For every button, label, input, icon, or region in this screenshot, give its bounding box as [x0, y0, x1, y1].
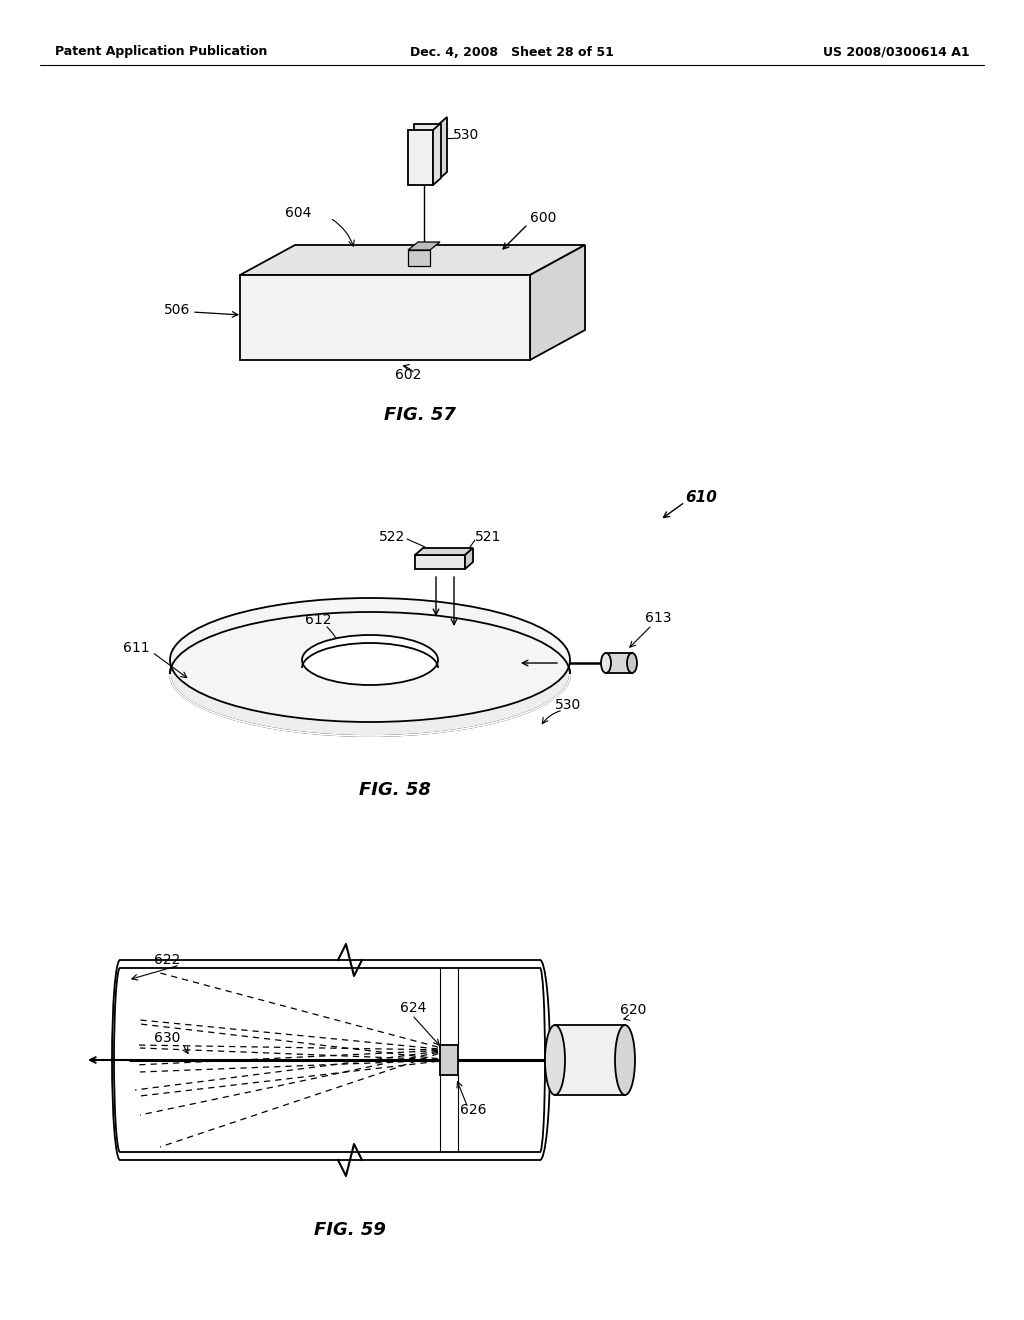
Text: 611: 611 — [123, 642, 150, 655]
Polygon shape — [433, 123, 441, 185]
Polygon shape — [408, 242, 440, 249]
Ellipse shape — [627, 653, 637, 673]
Text: 630: 630 — [154, 1031, 180, 1045]
Text: 626: 626 — [460, 1104, 486, 1117]
Polygon shape — [555, 1026, 625, 1096]
Text: 612: 612 — [305, 612, 332, 627]
Polygon shape — [606, 653, 632, 673]
Polygon shape — [415, 548, 473, 554]
Text: 530: 530 — [453, 128, 479, 143]
Text: 521: 521 — [475, 531, 502, 544]
Polygon shape — [465, 548, 473, 569]
Ellipse shape — [170, 598, 570, 722]
Polygon shape — [439, 117, 447, 180]
Text: 522: 522 — [379, 531, 406, 544]
Text: 602: 602 — [395, 368, 421, 381]
Ellipse shape — [170, 612, 570, 737]
Text: 622: 622 — [154, 953, 180, 968]
Polygon shape — [415, 554, 465, 569]
Polygon shape — [440, 1045, 458, 1074]
Polygon shape — [408, 129, 433, 185]
Polygon shape — [240, 246, 585, 275]
Text: 613: 613 — [645, 611, 672, 624]
Text: 600: 600 — [530, 211, 556, 224]
Text: FIG. 59: FIG. 59 — [314, 1221, 386, 1239]
Text: Patent Application Publication: Patent Application Publication — [55, 45, 267, 58]
Ellipse shape — [302, 635, 438, 685]
Text: 530: 530 — [555, 698, 582, 711]
Ellipse shape — [545, 1026, 565, 1096]
Text: 610: 610 — [685, 491, 717, 506]
Text: FIG. 58: FIG. 58 — [359, 781, 431, 799]
Text: FIG. 57: FIG. 57 — [384, 407, 456, 424]
Text: US 2008/0300614 A1: US 2008/0300614 A1 — [823, 45, 970, 58]
Polygon shape — [240, 275, 530, 360]
Text: 624: 624 — [400, 1001, 426, 1015]
Polygon shape — [408, 249, 430, 267]
Polygon shape — [530, 246, 585, 360]
Text: 506: 506 — [164, 304, 190, 317]
Ellipse shape — [601, 653, 611, 673]
Polygon shape — [414, 124, 439, 180]
Text: 620: 620 — [620, 1003, 646, 1016]
Ellipse shape — [615, 1026, 635, 1096]
Text: Dec. 4, 2008   Sheet 28 of 51: Dec. 4, 2008 Sheet 28 of 51 — [410, 45, 614, 58]
Text: 604: 604 — [285, 206, 311, 220]
